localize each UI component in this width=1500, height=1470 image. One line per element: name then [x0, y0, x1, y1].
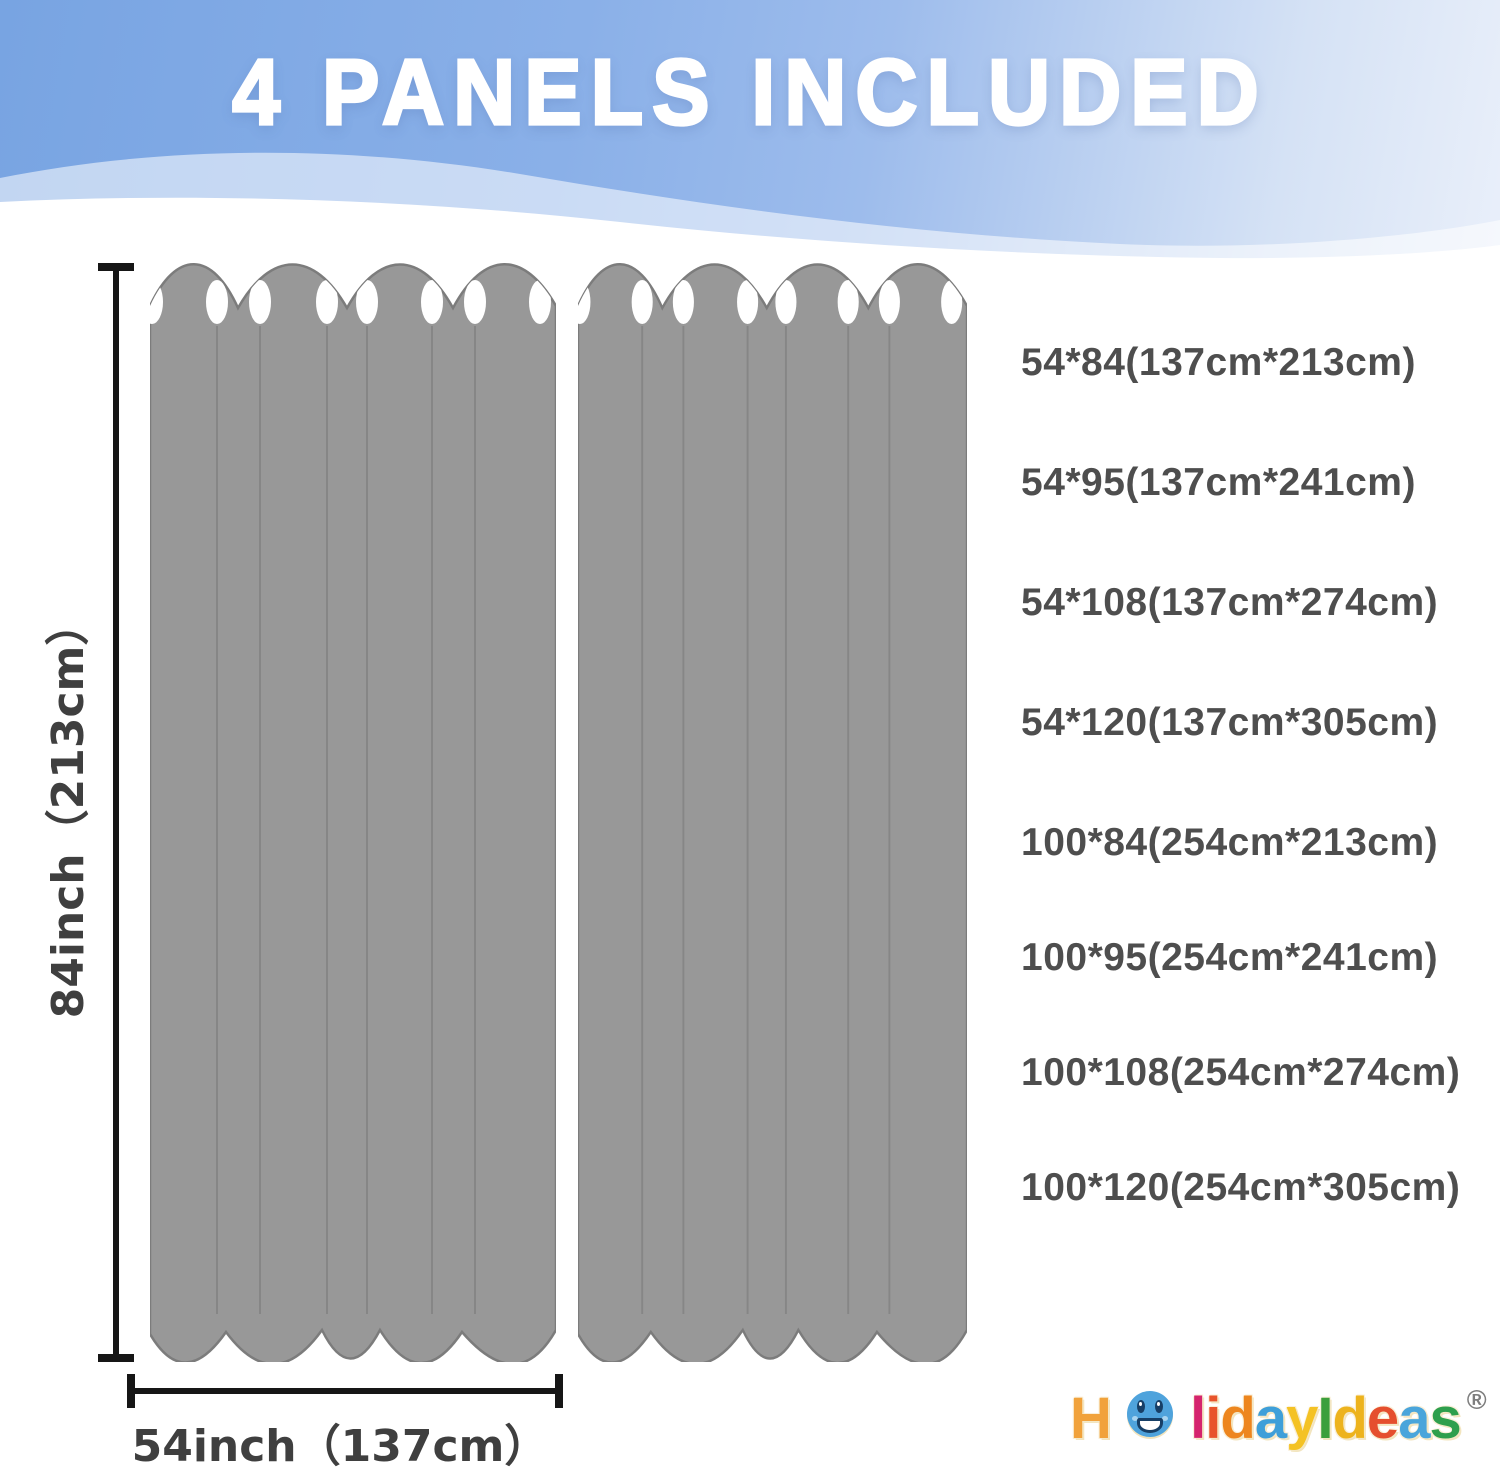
brand-logo: H lidayIdeas ® — [1070, 1384, 1487, 1448]
height-dim-label: 84inch（213cm） — [43, 601, 94, 1019]
smiley-o-icon — [1127, 1391, 1174, 1437]
size-options-list: 54*84(137cm*213cm) 54*95(137cm*241cm) 54*1… — [1021, 343, 1460, 1283]
logo-letter: a — [1398, 1386, 1430, 1451]
logo-letter: s — [1429, 1386, 1461, 1451]
height-dim-line — [113, 270, 119, 1356]
smiley-right-cheek — [1162, 1416, 1169, 1421]
size-option: 54*84(137cm*213cm) — [1021, 341, 1416, 384]
logo-letter: I — [1317, 1386, 1333, 1451]
curtain-fold-lines — [216, 326, 476, 1314]
header-wave-decoration — [0, 152, 1500, 262]
logo-letter: d — [1220, 1386, 1255, 1451]
smiley-right-eye — [1155, 1400, 1164, 1413]
size-group-100inch: 100*84(254cm*213cm) 100*95(254cm*241cm) 10… — [1021, 823, 1460, 1208]
page-title: 4 PANELS INCLUDED — [231, 39, 1268, 146]
size-option: 100*108(254cm*274cm) — [1021, 1051, 1461, 1094]
size-option: 100*120(254cm*305cm) — [1021, 1166, 1461, 1209]
header-banner: 4 PANELS INCLUDED — [0, 0, 1500, 262]
logo-letter: y — [1286, 1386, 1318, 1451]
height-dim-cap-bottom — [98, 1354, 134, 1362]
smiley-left-eye — [1137, 1400, 1146, 1413]
logo-letter: d — [1332, 1386, 1367, 1451]
width-dim-label: 54inch（137cm） — [131, 1421, 549, 1470]
logo-letter: i — [1205, 1386, 1221, 1451]
grommet-holes — [150, 280, 551, 324]
logo-letter: e — [1366, 1386, 1399, 1451]
size-option: 100*95(254cm*241cm) — [1021, 936, 1439, 979]
logo-letter: l — [1190, 1386, 1206, 1451]
logo-letter: H — [1070, 1386, 1112, 1451]
brand-logo-letters: H lidayIdeas — [1070, 1386, 1462, 1451]
width-dim-line — [130, 1388, 560, 1394]
size-option: 54*108(137cm*274cm) — [1021, 581, 1439, 624]
width-dim-cap-right — [555, 1374, 563, 1408]
curtain-panel-left — [150, 263, 556, 1362]
smiley-mouth — [1137, 1418, 1164, 1433]
smiley-left-cheek — [1132, 1416, 1139, 1421]
size-group-54inch: 54*84(137cm*213cm) 54*95(137cm*241cm) 54*1… — [1021, 343, 1460, 743]
curtain-panel-right — [578, 262, 967, 1362]
size-option: 54*120(137cm*305cm) — [1021, 701, 1439, 744]
height-dim-cap-top — [98, 263, 134, 271]
size-option: 100*84(254cm*213cm) — [1021, 821, 1439, 864]
size-option: 54*95(137cm*241cm) — [1021, 461, 1416, 504]
logo-letter: a — [1254, 1386, 1287, 1451]
registered-trademark-symbol: ® — [1466, 1385, 1487, 1415]
